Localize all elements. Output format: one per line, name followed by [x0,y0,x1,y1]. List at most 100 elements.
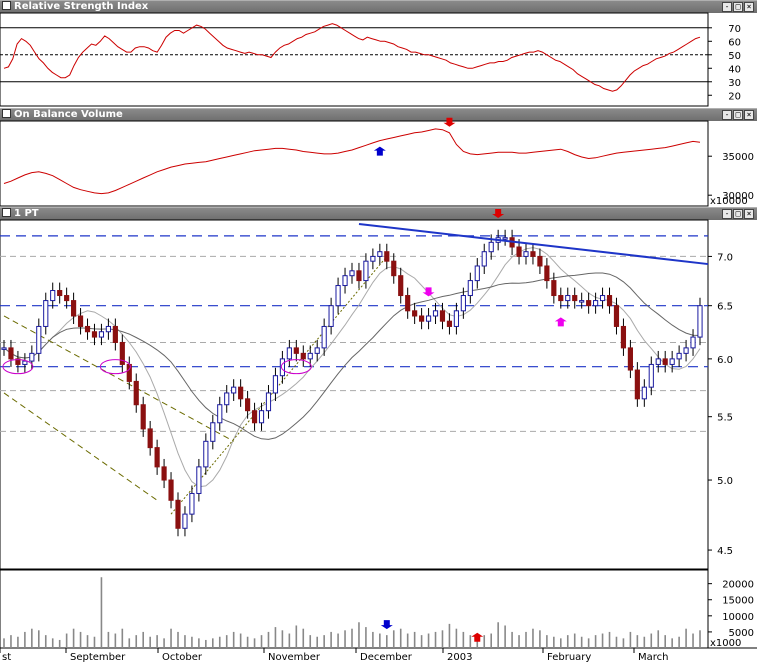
restore-button[interactable]: □ [733,110,743,120]
candle-body [231,386,237,394]
restore-button[interactable]: □ [733,2,743,12]
candle-body [217,404,223,424]
candle-body [189,492,195,515]
price-title: 1 PT [2,208,39,220]
rsi-pane: Relative Strength Index - □ × 70 60 50 40 30… [0,0,757,107]
candle-body [460,295,466,312]
candle-body [203,440,209,468]
minimize-button[interactable]: - [722,2,732,12]
candle-body [210,422,216,442]
candle-body [300,352,306,360]
obv-series-line [3,128,701,195]
volume-tick-label: 20000 [722,580,754,591]
price-tick-label: 5.0 [717,476,733,487]
candle-body [245,398,251,412]
price-tick-label: 6.0 [717,355,733,366]
x-tick-label: st [2,652,11,663]
x-tick-label: September [70,652,126,663]
price-arrow-down [422,287,435,297]
candle-body [36,325,42,354]
candle-body [502,237,508,240]
candle-body [105,325,111,333]
price-chart: 7.0 6.5 6.0 5.5 5.0 4.5 [0,209,733,570]
candle-body [544,265,550,282]
x-tick-label: February [547,652,591,663]
candle-body [15,358,21,365]
obv-pane: On Balance Volume - □ × 35000 30000 x10000 [0,108,757,207]
candle-body [133,380,139,406]
candle-body [91,331,98,338]
candle-body [579,300,585,303]
candle-body [50,290,56,302]
close-button[interactable]: × [744,110,754,120]
candle-body [77,315,84,327]
candle-body [356,270,362,282]
candle-body [119,341,125,365]
candle-body [474,265,480,282]
candle-body [655,358,661,365]
support-circle [2,359,34,375]
candle-body [140,404,146,430]
obv-title: On Balance Volume [2,109,123,121]
candle-body [432,310,439,317]
candle-body [481,251,487,267]
candle-body [391,260,397,277]
candle-body [168,479,174,501]
rsi-title-text: Relative Strength Index [14,1,149,12]
candle-body [238,386,244,400]
candle-body [690,336,696,349]
candle-body [419,315,425,322]
minimize-button[interactable]: - [722,209,732,219]
candle-body [537,255,543,267]
candle-body [384,251,390,262]
candle-body [147,428,153,449]
candle-body [349,270,355,277]
volume-tick-label: 10000 [722,612,754,623]
candle-body [669,358,675,365]
obv-title-text: On Balance Volume [14,109,123,120]
x-tick-label: November [268,652,321,663]
candle-body [467,280,473,297]
candle-body [523,251,529,257]
close-button[interactable]: × [744,209,754,219]
close-button[interactable]: × [744,2,754,12]
support-circle [280,359,312,375]
pane-icon [2,1,11,10]
moving-average-long [3,272,701,440]
candle-body [272,375,279,394]
price-arrow-down [492,209,505,219]
obv-arrow-down [443,117,456,127]
candle-body [112,325,118,343]
rsi-tick-label: 60 [728,37,741,48]
candle-body [377,251,383,257]
price-title-text: 1 PT [14,208,39,219]
rsi-tick-label: 20 [728,91,741,102]
candle-body [314,347,320,354]
restore-button[interactable]: □ [733,209,743,219]
candle-body [196,466,202,494]
candle-body [224,392,230,406]
candle-body [84,325,91,333]
candle-body [412,310,418,317]
candle-body [683,347,689,354]
obv-title-bar[interactable]: On Balance Volume - □ × [0,108,757,121]
price-arrow-up [554,317,567,327]
candle-body [342,275,348,287]
price-tick-label: 4.5 [717,546,733,557]
price-tick-label: 6.5 [717,302,733,313]
minimize-button[interactable]: - [722,110,732,120]
rsi-title-bar[interactable]: Relative Strength Index - □ × [0,0,757,13]
candle-body [453,310,459,327]
candle-body [662,358,668,365]
candle-body [558,295,564,302]
candle-body [648,363,654,388]
candle-body [286,347,292,360]
candle-body [293,347,299,354]
candle-body [439,310,446,322]
candle-body [634,369,640,400]
candle-body [251,410,258,424]
candle-body [64,295,70,302]
volume-arrow-up [471,632,484,642]
price-title-bar[interactable]: 1 PT - □ × [0,207,757,220]
